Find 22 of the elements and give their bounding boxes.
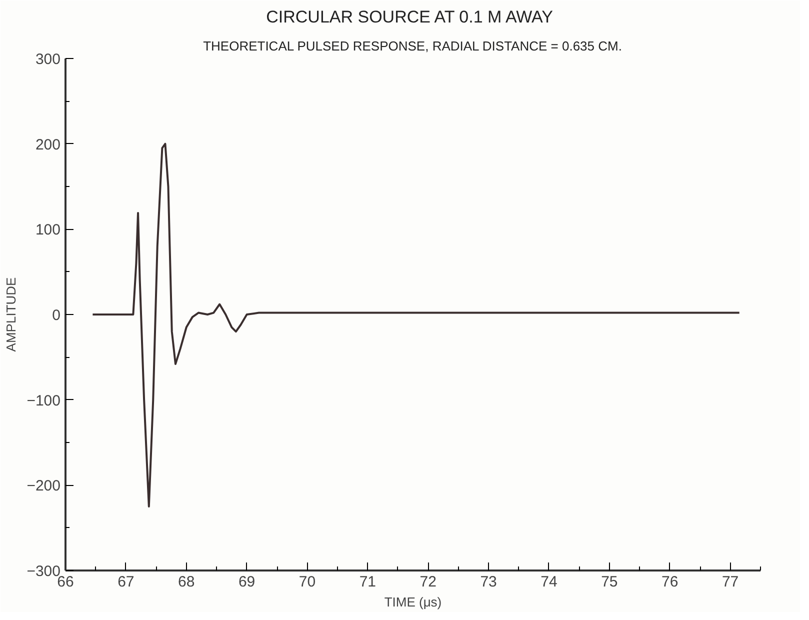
y-tick-label: 100	[35, 222, 61, 239]
x-tick-label: 70	[298, 574, 316, 590]
x-tick-label: 68	[178, 574, 195, 590]
y-tick-label: 300	[35, 51, 61, 68]
chart-title: CIRCULAR SOURCE AT 0.1 M AWAY	[266, 8, 553, 26]
x-tick-label: 73	[480, 574, 497, 590]
y-tick-label: 0	[52, 307, 60, 324]
y-tick-label: 200	[35, 136, 61, 154]
line-series	[92, 142, 740, 508]
y-tick-label: −200	[26, 478, 61, 495]
x-tick-label: 75	[601, 574, 618, 590]
y-tick-label: −100	[26, 392, 61, 410]
x-tick-label: 67	[118, 574, 134, 590]
x-tick-label: 71	[359, 574, 376, 590]
x-tick-label: 69	[238, 574, 256, 590]
x-tick-label: 72	[420, 574, 436, 590]
x-tick-label: 77	[722, 574, 739, 590]
x-tick-label: 76	[662, 574, 678, 590]
y-axis-title: AMPLITUDE	[4, 276, 19, 352]
x-tick-label: 74	[540, 574, 558, 590]
x-axis-title: TIME (μs)	[384, 594, 442, 610]
chart-subtitle: THEORETICAL PULSED RESPONSE, RADIAL DISTANCE = 0.635 CM.	[203, 38, 622, 54]
